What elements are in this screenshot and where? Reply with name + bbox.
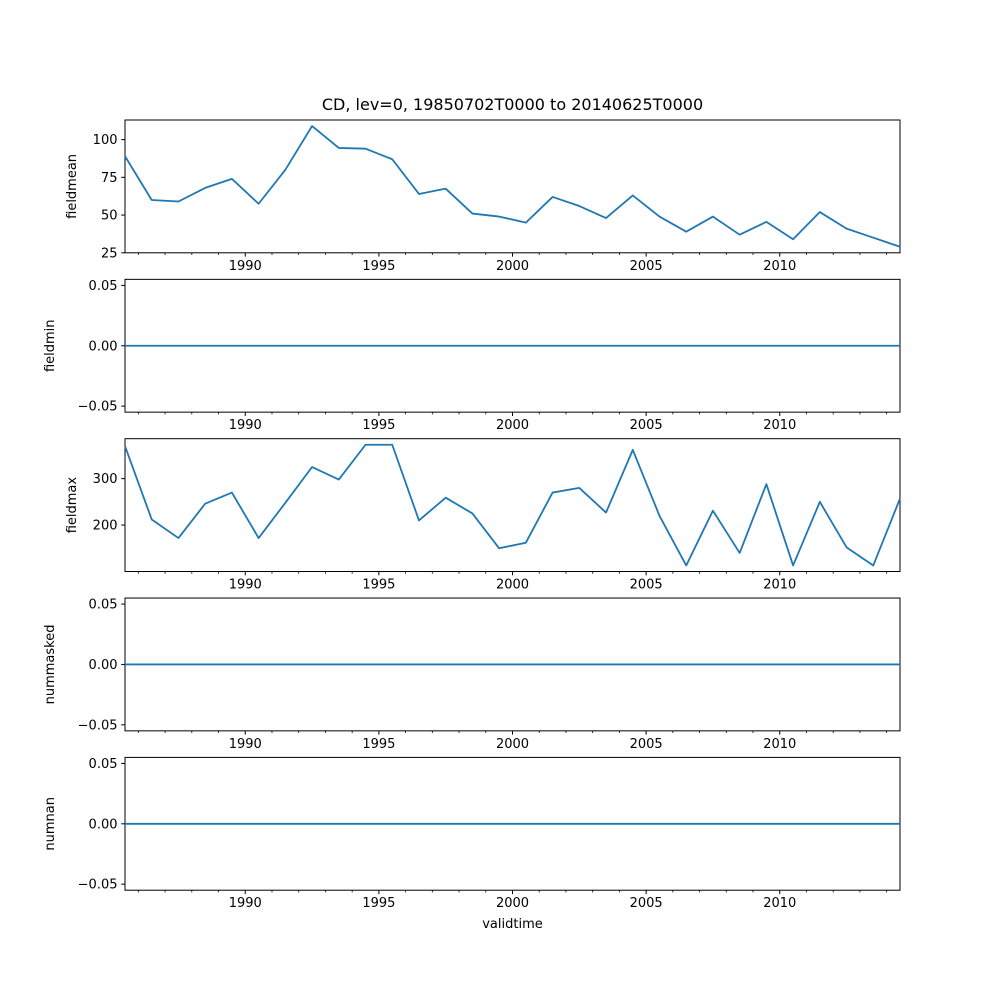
x-tick-label: 1990 [229,578,262,593]
x-tick-label: 2000 [496,896,529,911]
subplot-fieldmin: 1990 1995 2000 2005 2010 −0.05 0.00 0.05 fieldmi… [43,278,901,433]
y-tick-label: 75 [101,171,118,186]
x-tick-label: 2010 [763,896,796,911]
subplot-nummasked: 1990 1995 2000 2005 2010 −0.05 0.00 0.05 nummask… [43,597,901,752]
x-tick-label: 2000 [496,418,529,433]
x-tick-label: 2005 [630,578,663,593]
x-tick-label: 1990 [229,737,262,752]
x-tick-label: 1990 [229,896,262,911]
y-tick-label: 0.00 [89,339,118,354]
x-tick-label: 2000 [496,737,529,752]
y-axis-label-fieldmin: fieldmin [43,319,58,372]
y-tick-label: 50 [101,209,118,224]
plot-frame [124,438,901,573]
subplot-numnan: 1990 1995 2000 2005 2010 −0.05 0.00 0.05 numnan [43,756,901,911]
y-tick-label: 100 [93,133,118,148]
x-tick-label: 2005 [630,737,663,752]
y-tick-label: −0.05 [78,400,118,415]
y-tick-label: 0.00 [89,658,118,673]
x-tick-label: 1995 [362,737,395,752]
x-axis-label: validtime [482,917,543,932]
x-tick-label: 2010 [763,259,796,274]
y-axis-label-numnan: numnan [43,797,58,851]
chart-title: CD, lev=0, 19850702T0000 to 20140625T000… [321,95,704,114]
y-tick-label: 300 [93,472,118,487]
plot-frame [124,119,901,254]
x-tick-label: 2010 [763,737,796,752]
x-tick-label: 2000 [496,259,529,274]
x-tick-label: 1995 [362,578,395,593]
x-tick-label: 2000 [496,578,529,593]
y-tick-label: 0.05 [89,279,118,294]
y-axis-label-fieldmean: fieldmean [65,154,80,219]
x-tick-label: 1995 [362,896,395,911]
x-tick-label: 1995 [362,259,395,274]
x-tick-label: 2005 [630,896,663,911]
data-line-fieldmean [124,125,901,248]
y-tick-label: 200 [93,519,118,534]
subplot-fieldmax: 1990 1995 2000 2005 2010 200 300 fieldmax [65,438,901,593]
y-tick-label: 0.05 [89,598,118,613]
x-tick-label: 2005 [630,259,663,274]
y-axis-label-fieldmax: fieldmax [65,477,80,534]
x-tick-label: 2005 [630,418,663,433]
subplot-fieldmean: 1990 1995 2000 2005 2010 25 50 75 100 fieldmean [65,119,901,274]
y-tick-label: 25 [101,246,118,261]
y-tick-label: 0.05 [89,757,118,772]
y-tick-label: 0.00 [89,817,118,832]
y-tick-label: −0.05 [78,718,118,733]
x-tick-label: 1990 [229,259,262,274]
x-tick-label: 1995 [362,418,395,433]
x-tick-label: 2010 [763,578,796,593]
y-axis-label-nummasked: nummasked [43,625,58,705]
x-tick-label: 1990 [229,418,262,433]
x-tick-label: 2010 [763,418,796,433]
y-tick-label: −0.05 [78,878,118,893]
data-line-fieldmax [124,443,901,567]
